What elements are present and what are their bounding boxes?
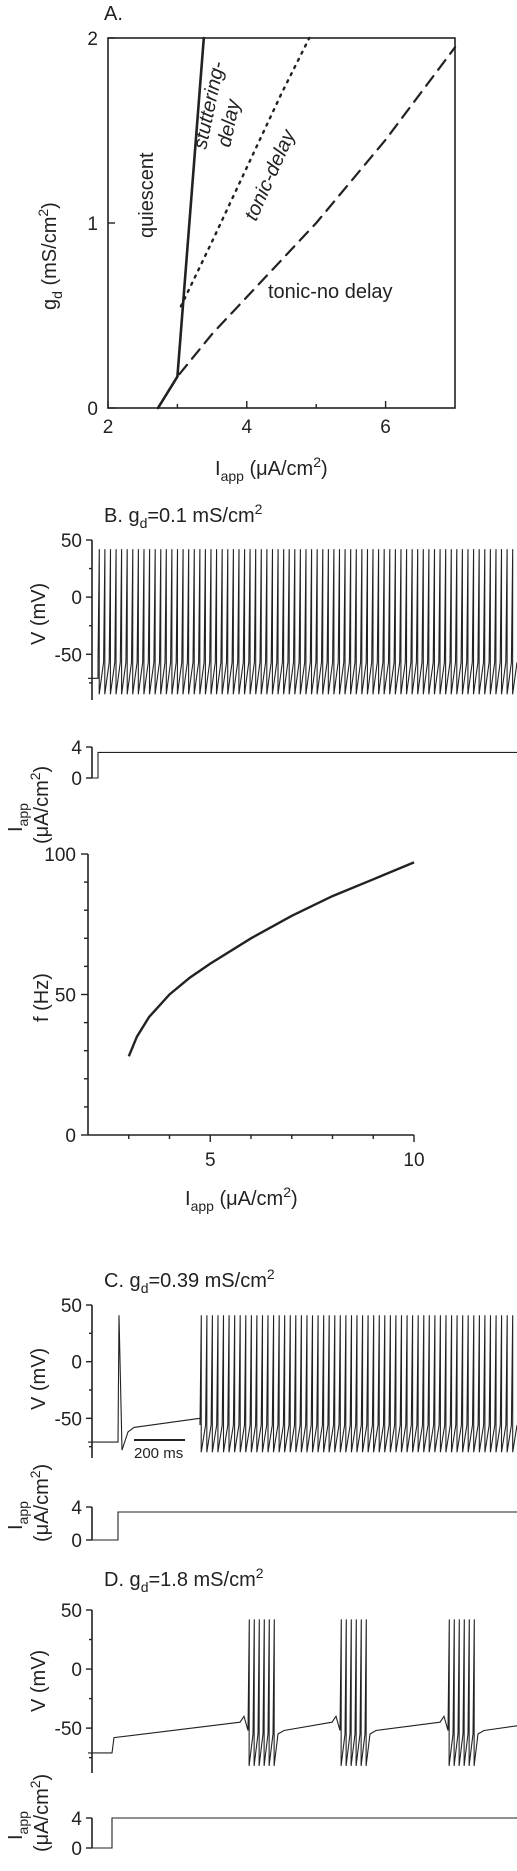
- panel-c-title: C. gd=0.39 mS/cm2: [104, 1266, 275, 1296]
- c-current-step: [88, 1511, 517, 1541]
- a-y-tick-label: 2: [87, 29, 98, 50]
- d-i-tick-label: 4: [71, 1809, 82, 1830]
- d-i-axis-unit: (μA/cm2): [27, 1774, 53, 1852]
- b-v-tick-label: 50: [61, 531, 82, 552]
- d-i-tick-label: 0: [71, 1839, 82, 1860]
- region-tonic-no-delay-label: tonic-no delay: [268, 281, 393, 303]
- b-i-axis-unit: (μA/cm2): [27, 766, 53, 844]
- a-boundary-dashed: [156, 46, 457, 410]
- c-v-tick-label: -50: [55, 1409, 82, 1430]
- a-y-tick-label: 0: [87, 399, 98, 420]
- d-current-step: [88, 1817, 517, 1849]
- fi-y-axis-label: f (Hz): [31, 973, 53, 1022]
- b-i-tick-label: 4: [71, 738, 82, 759]
- fi-y-tick-label: 100: [44, 845, 76, 866]
- b-i-axis-label: Iapp: [5, 803, 31, 832]
- panel-a: A. 2 4 6 0 1 2 Iapp (μA/cm2) gd (mS/cm2) quie…: [35, 3, 457, 484]
- panel-d-title: D. gd=1.8 mS/cm2: [104, 1565, 264, 1595]
- c-voltage-trace: [88, 1315, 517, 1453]
- panel-b-title: B. gd=0.1 mS/cm2: [104, 501, 263, 531]
- c-i-axis-label: Iapp: [5, 1501, 31, 1530]
- region-quiescent-label: quiescent: [136, 152, 158, 238]
- b-v-tick-label: -50: [55, 645, 82, 666]
- d-v-axis-label: V (mV): [28, 1650, 50, 1712]
- fi-x-tick-label: 5: [205, 1150, 216, 1171]
- a-x-tick-label: 4: [242, 417, 253, 438]
- a-x-axis-label: Iapp (μA/cm2): [215, 454, 328, 484]
- a-x-tick-label: 6: [380, 417, 391, 438]
- fi-y-tick-label: 0: [65, 1126, 76, 1147]
- c-scale-bar-label: 200 ms: [134, 1445, 183, 1462]
- panel-c: C. gd=0.39 mS/cm2 50 0 -50 V (mV) 200 ms 4…: [5, 1266, 517, 1552]
- c-i-tick-label: 4: [71, 1498, 82, 1519]
- fi-x-tick-label: 10: [403, 1150, 424, 1171]
- panel-b: B. gd=0.1 mS/cm2 50 0 -50 V (mV) 4 0 Iapp (…: [5, 501, 517, 844]
- fi-curve: [127, 861, 415, 1057]
- panel-a-label: A.: [104, 3, 123, 25]
- b-v-tick-label: 0: [71, 588, 82, 609]
- fi-x-axis-label: Iapp (μA/cm2): [185, 1184, 298, 1214]
- panel-b-fi: 0 50 100 5 10 f (Hz) Iapp (μA/cm2): [31, 845, 425, 1214]
- d-i-axis-label: Iapp: [5, 1811, 31, 1840]
- a-x-tick-label: 2: [103, 417, 114, 438]
- panel-d: D. gd=1.8 mS/cm2 50 0 -50 V (mV) 4 0 Iapp (…: [5, 1565, 517, 1860]
- d-v-tick-label: 0: [71, 1660, 82, 1681]
- d-voltage-trace: [88, 1619, 517, 1766]
- b-v-axis-label: V (mV): [28, 583, 50, 645]
- a-y-tick-label: 1: [87, 214, 98, 235]
- a-y-axis-label: gd (mS/cm2): [35, 202, 65, 310]
- fi-y-tick-label: 50: [55, 986, 76, 1007]
- b-i-tick-label: 0: [71, 769, 82, 790]
- d-v-tick-label: 50: [61, 1601, 82, 1622]
- panel-a-frame: [107, 37, 456, 409]
- c-v-tick-label: 50: [61, 1296, 82, 1317]
- c-v-axis-label: V (mV): [28, 1348, 50, 1410]
- c-i-tick-label: 0: [71, 1531, 82, 1552]
- a-boundary-dotted: [179, 36, 311, 308]
- b-voltage-trace: [88, 549, 517, 695]
- d-v-tick-label: -50: [55, 1719, 82, 1740]
- b-current-step: [88, 751, 517, 779]
- region-tonic-delay-label: tonic-delay: [240, 126, 300, 224]
- c-i-axis-unit: (μA/cm2): [27, 1464, 53, 1542]
- c-v-tick-label: 0: [71, 1353, 82, 1374]
